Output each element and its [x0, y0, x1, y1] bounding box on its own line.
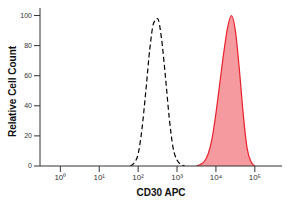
svg-text:10²: 10²: [132, 173, 144, 182]
svg-text:10³: 10³: [171, 173, 183, 182]
svg-text:0: 0: [28, 162, 32, 169]
svg-text:60: 60: [24, 72, 32, 79]
svg-text:20: 20: [24, 132, 32, 139]
svg-text:10¹: 10¹: [93, 173, 105, 182]
svg-text:10⁵: 10⁵: [249, 173, 261, 182]
svg-text:40: 40: [24, 102, 32, 109]
svg-text:10⁰: 10⁰: [54, 173, 66, 182]
svg-text:Relative Cell Count: Relative Cell Count: [8, 45, 18, 137]
svg-text:80: 80: [24, 42, 32, 49]
svg-text:10⁴: 10⁴: [210, 173, 223, 182]
svg-text:CD30 APC: CD30 APC: [136, 187, 185, 198]
svg-text:100: 100: [20, 12, 32, 19]
